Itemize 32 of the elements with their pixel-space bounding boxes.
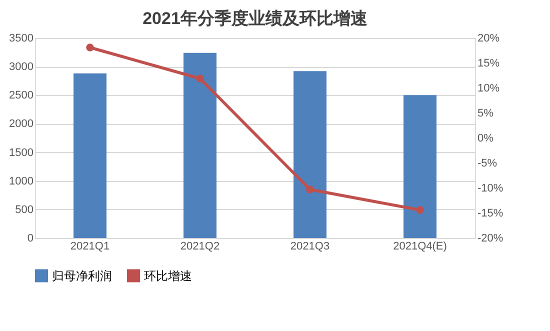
bar <box>404 95 436 238</box>
y2-tick-label: -15% <box>478 208 504 220</box>
bar <box>294 71 326 238</box>
point <box>306 186 314 194</box>
point <box>86 44 94 52</box>
legend-label: 环比增速 <box>144 268 192 283</box>
point <box>416 206 424 214</box>
y2-tick-label: 15% <box>478 58 500 70</box>
y-tick-label: 3500 <box>9 32 34 44</box>
y-tick-label: 500 <box>15 204 34 216</box>
y-tick-label: 1000 <box>9 175 34 188</box>
y-tick-label: 2000 <box>9 118 34 130</box>
y2-tick-label: 20% <box>478 32 500 44</box>
y2-tick-label: 0% <box>478 132 494 144</box>
x-tick-label: 2021Q4(E) <box>393 240 447 252</box>
y2-tick-label: -5% <box>478 158 498 170</box>
point <box>196 74 204 82</box>
bar <box>184 52 216 238</box>
legend-label: 归母净利润 <box>52 268 112 283</box>
bar <box>74 73 106 238</box>
y-tick-label: 1500 <box>9 146 34 159</box>
y-tick-label: 3000 <box>9 61 34 74</box>
x-tick-label: 2021Q3 <box>290 240 330 252</box>
y2-tick-label: -20% <box>478 232 504 244</box>
x-tick-label: 2021Q1 <box>70 240 110 252</box>
x-tick-label: 2021Q2 <box>180 240 220 252</box>
y2-tick-label: 10% <box>478 82 500 94</box>
chart-title: 2021年分季度业绩及环比增速 <box>142 9 368 28</box>
y-tick-label: 2500 <box>9 90 34 102</box>
y2-tick-label: -10% <box>478 182 504 194</box>
y-tick-label: 0 <box>27 232 34 244</box>
y2-tick-label: 5% <box>478 108 494 120</box>
